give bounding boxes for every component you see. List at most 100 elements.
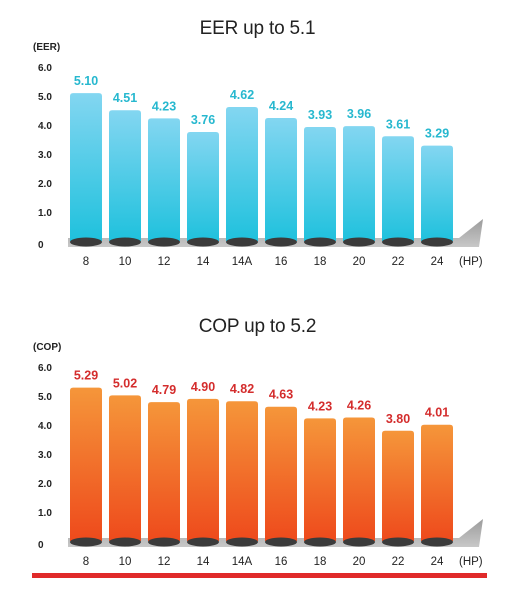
cop-category-label: 10 [119, 556, 132, 568]
cop-bar [109, 395, 141, 541]
eer-category-label: 16 [275, 256, 288, 268]
cop-category-label: 22 [392, 556, 405, 568]
cop-bar [421, 424, 453, 541]
cop-y-axis-label: (COP) [33, 342, 61, 353]
eer-category-label: 8 [83, 256, 89, 268]
eer-bar-base [304, 237, 336, 247]
cop-bar-base [304, 537, 336, 547]
eer-bar [70, 93, 102, 241]
eer-bar-base [187, 237, 219, 247]
eer-bar-chart: (EER) 6.0 5.0 4.0 3.0 2.0 1.0 0 5.10 8 4.51 10 4.23 1… [33, 42, 483, 268]
eer-bar [265, 118, 297, 241]
cop-bar [226, 401, 258, 541]
cop-y-tick-label: 3.0 [38, 450, 52, 461]
cop-bar-base [265, 537, 297, 547]
eer-bar [226, 107, 258, 242]
eer-value-label: 3.93 [308, 108, 332, 122]
cop-x-unit-label: (HP) [459, 556, 483, 568]
eer-category-label: 20 [353, 256, 366, 268]
eer-y-tick-label: 6.0 [38, 63, 52, 74]
cop-bar [382, 430, 414, 541]
cop-y-tick-label: 4.0 [38, 421, 52, 432]
eer-bar [148, 118, 180, 241]
cop-bar-base [70, 537, 102, 547]
eer-y-tick-label: 2.0 [38, 179, 52, 190]
eer-bar [421, 145, 453, 241]
cop-category-label: 8 [83, 556, 89, 568]
eer-bar-base [226, 237, 258, 247]
cop-value-label: 4.23 [308, 399, 332, 413]
cop-category-label: 14A [232, 556, 253, 568]
eer-y-tick-label: 4.0 [38, 121, 52, 132]
cop-bar-base [109, 537, 141, 547]
cop-value-label: 4.90 [191, 380, 215, 394]
eer-value-label: 3.61 [386, 117, 410, 131]
eer-y-tick-label: 5.0 [38, 92, 52, 103]
eer-bar-base [265, 237, 297, 247]
eer-bar [109, 110, 141, 242]
cop-bar-base [343, 537, 375, 547]
eer-y-tick-label: 0 [38, 240, 44, 251]
eer-y-tick-label: 3.0 [38, 150, 52, 161]
cop-bar-base [187, 537, 219, 547]
cop-bar [343, 417, 375, 541]
cop-value-label: 4.01 [425, 406, 449, 420]
cop-y-tick-label: 0 [38, 540, 44, 551]
eer-bar-base [382, 237, 414, 247]
cop-value-label: 4.82 [230, 382, 254, 396]
eer-value-label: 4.23 [152, 99, 176, 113]
cop-bar [187, 398, 219, 541]
eer-y-axis-label: (EER) [33, 42, 60, 53]
eer-bar-base [70, 237, 102, 247]
cop-bar-base [382, 537, 414, 547]
cop-value-label: 5.02 [113, 376, 137, 390]
eer-x-unit-label: (HP) [459, 256, 483, 268]
eer-bar [187, 131, 219, 241]
eer-value-label: 4.51 [113, 91, 137, 105]
cop-y-tick-label: 1.0 [38, 508, 52, 519]
cop-value-label: 4.26 [347, 398, 371, 412]
cop-bar [265, 406, 297, 541]
eer-value-label: 5.10 [74, 74, 98, 88]
eer-value-label: 3.96 [347, 107, 371, 121]
cop-bar-base [148, 537, 180, 547]
cop-value-label: 4.79 [152, 383, 176, 397]
eer-value-label: 3.29 [425, 127, 449, 141]
eer-bar [382, 136, 414, 241]
cop-category-label: 12 [158, 556, 171, 568]
cop-bar-base [421, 537, 453, 547]
cop-bar [70, 387, 102, 541]
eer-category-label: 18 [314, 256, 327, 268]
cop-value-label: 4.63 [269, 388, 293, 402]
eer-value-label: 4.24 [269, 99, 293, 113]
eer-value-label: 4.62 [230, 88, 254, 102]
cop-value-label: 5.29 [74, 369, 98, 383]
cop-value-label: 3.80 [386, 412, 410, 426]
eer-category-label: 22 [392, 256, 405, 268]
eer-value-label: 3.76 [191, 113, 215, 127]
eer-category-label: 24 [431, 256, 444, 268]
cop-category-label: 18 [314, 556, 327, 568]
cop-y-tick-label: 5.0 [38, 392, 52, 403]
bottom-divider [32, 573, 487, 578]
cop-category-label: 24 [431, 556, 444, 568]
cop-bar-chart: (COP) 6.0 5.0 4.0 3.0 2.0 1.0 0 5.29 8 5.02 10 4.79 1… [33, 342, 483, 568]
eer-y-tick-label: 1.0 [38, 208, 52, 219]
eer-chart-title: EER up to 5.1 [199, 18, 316, 39]
cop-bar-base [226, 537, 258, 547]
cop-category-label: 20 [353, 556, 366, 568]
eer-bar-base [109, 237, 141, 247]
eer-bar-base [148, 237, 180, 247]
cop-chart-title: COP up to 5.2 [198, 316, 317, 337]
cop-bar [304, 418, 336, 541]
eer-bar-base [343, 237, 375, 247]
eer-bar-base [421, 237, 453, 247]
cop-category-label: 16 [275, 556, 288, 568]
eer-bar [343, 126, 375, 241]
cop-y-tick-label: 2.0 [38, 479, 52, 490]
eer-category-label: 12 [158, 256, 171, 268]
eer-bar [304, 127, 336, 241]
eer-category-label: 14 [197, 256, 210, 268]
cop-category-label: 14 [197, 556, 210, 568]
